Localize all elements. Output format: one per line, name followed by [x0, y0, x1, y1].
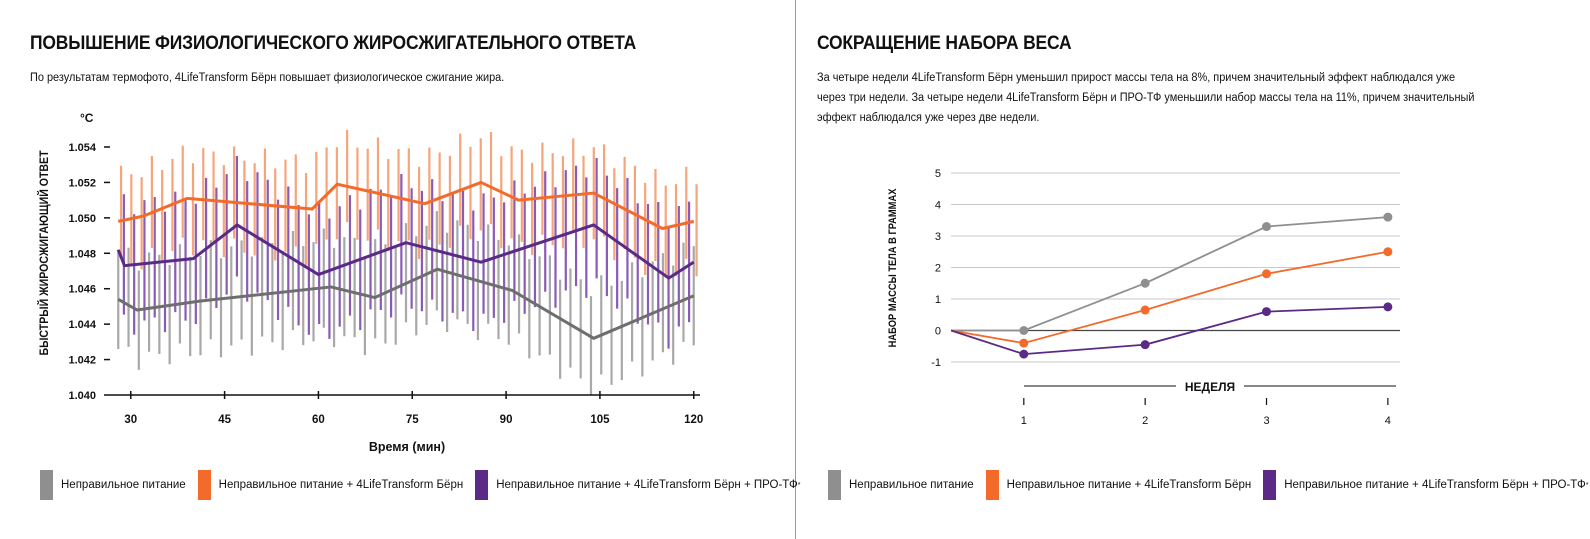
x-tick-label: 3 — [1263, 415, 1269, 427]
legend-item-poor-diet: Неправильное питание — [40, 470, 186, 500]
y-tick-label: 1.054 — [68, 142, 96, 154]
y-tick-label: 1.044 — [68, 319, 96, 331]
legend-footnote-mark: * — [797, 481, 801, 489]
right-title: СОКРАЩЕНИЕ НАБОРА ВЕСА — [817, 33, 1072, 54]
data-point — [1262, 269, 1272, 279]
legend-label: Неправильное питание + 4LifeTransform Бё… — [1284, 479, 1586, 491]
data-point — [1140, 278, 1150, 288]
x-axis-label: НЕДЕЛЯ — [1185, 380, 1235, 394]
right-panel: СОКРАЩЕНИЕ НАБОРА ВЕСА За четыре недели … — [796, 0, 1590, 539]
y-unit-label: °C — [80, 111, 94, 125]
x-tick-label: 90 — [500, 414, 513, 426]
x-tick-label: 1 — [1021, 415, 1027, 427]
right-subtitle-line: За четыре недели 4LifeTransform Бёрн уме… — [817, 72, 1456, 84]
data-point — [1019, 338, 1029, 348]
y-tick-label: 1.046 — [68, 284, 96, 296]
y-tick-label: 4 — [935, 200, 941, 212]
data-point — [1140, 340, 1150, 350]
legend-swatch — [197, 470, 211, 500]
right-subtitle-line: эффект наблюдался уже через две недели. — [817, 112, 1040, 124]
x-tick-label: 45 — [218, 414, 231, 426]
series-line — [117, 267, 695, 340]
legend-item-burn-protf: Неправильное питание + 4LifeTransform Бё… — [1263, 470, 1588, 500]
axes: 1.040 1.042 1.044 1.046 1.048 1.050 1.052 1.054… — [68, 142, 703, 426]
legend-swatch — [985, 470, 999, 500]
y-tick-label: 1.048 — [68, 248, 96, 260]
x-tick-label: 2 — [1142, 415, 1148, 427]
fat-burn-chart: 1.040 1.042 1.044 1.046 1.048 1.050 1.052 1.054… — [37, 111, 703, 454]
legend-item-burn: Неправильное питание + 4LifeTransform Бё… — [985, 470, 1252, 500]
y-axis-label: БЫСТРЫЙ ЖИРОСЖИГАЮЩИЙ ОТВЕТ — [37, 150, 51, 355]
legend-label: Неправильное питание + 4LifeTransform Бё… — [218, 479, 464, 491]
x-tick-label: 105 — [590, 414, 610, 426]
legend-swatch — [40, 470, 53, 500]
series-line — [116, 223, 695, 280]
series-line — [950, 250, 1389, 345]
left-legend: Неправильное питание Неправильное питани… — [40, 470, 812, 500]
left-subtitle: По результатам термофото, 4LifeTransform… — [30, 72, 505, 84]
right-legend: Неправильное питание Неправильное питани… — [828, 470, 1590, 500]
right-subtitle: За четыре недели 4LifeTransform Бёрн уме… — [817, 68, 1474, 128]
series-lines — [950, 212, 1393, 359]
error-bars — [117, 130, 698, 396]
legend-item-poor-diet: Неправильное питание — [828, 470, 974, 500]
legend-label: Неправильное питание — [61, 479, 186, 491]
data-point — [1383, 247, 1393, 257]
y-tick-label: 3 — [935, 231, 941, 243]
data-point — [1262, 307, 1272, 317]
x-tick-label: 30 — [124, 414, 137, 426]
y-tick-label: 2 — [935, 263, 941, 275]
data-point — [1019, 326, 1029, 335]
legend-item-burn: Неправильное питание + 4LifeTransform Бё… — [197, 470, 464, 500]
legend-item-burn-protf: Неправильное питание + 4LifeTransform Бё… — [475, 470, 800, 500]
legend-swatch — [475, 470, 489, 500]
legend-label: Неправильное питание — [849, 479, 974, 491]
axes: -1 0 1 2 3 4 5 1 2 3 4 — [931, 168, 1391, 427]
series-line — [117, 180, 695, 230]
x-tick-label: 60 — [312, 414, 325, 426]
x-tick-label: 120 — [684, 414, 703, 426]
y-tick-label: 1.050 — [68, 213, 96, 225]
x-tick-label: 4 — [1385, 415, 1391, 427]
data-point — [1140, 305, 1150, 315]
data-point — [1383, 212, 1393, 222]
right-subtitle-line: через три недели. За четыре недели 4Life… — [817, 92, 1475, 104]
y-tick-label: -1 — [931, 357, 941, 369]
data-point — [1262, 222, 1272, 232]
left-panel: ПОВЫШЕНИЕ ФИЗИОЛОГИЧЕСКОГО ЖИРОСЖИГАТЕЛЬ… — [30, 33, 800, 500]
legend-label: Неправильное питание + 4LifeTransform Бё… — [496, 479, 798, 491]
x-tick-label: 75 — [406, 414, 419, 426]
data-point — [1019, 349, 1029, 359]
series-line — [951, 216, 1388, 332]
legend-label: Неправильное питание + 4LifeTransform Бё… — [1006, 479, 1252, 491]
panel-divider — [795, 0, 796, 539]
y-tick-label: 0 — [935, 326, 941, 338]
x-axis-label: Время (мин) — [369, 440, 445, 454]
gridlines — [951, 172, 1400, 363]
y-tick-label: 1.040 — [68, 390, 96, 402]
legend-footnote-mark: * — [1585, 481, 1589, 489]
y-axis-label: НАБОР МАССЫ ТЕЛА В ГРАММАХ — [887, 188, 899, 347]
legend-swatch — [828, 470, 841, 500]
left-title: ПОВЫШЕНИЕ ФИЗИОЛОГИЧЕСКОГО ЖИРОСЖИГАТЕЛЬ… — [30, 33, 637, 54]
y-tick-label: 1 — [935, 294, 941, 306]
y-tick-label: 1.052 — [68, 177, 96, 189]
y-tick-label: 1.042 — [68, 355, 96, 367]
legend-swatch — [1263, 470, 1277, 500]
data-point — [1383, 302, 1393, 312]
y-tick-label: 5 — [935, 168, 941, 180]
series-lines — [116, 180, 695, 340]
